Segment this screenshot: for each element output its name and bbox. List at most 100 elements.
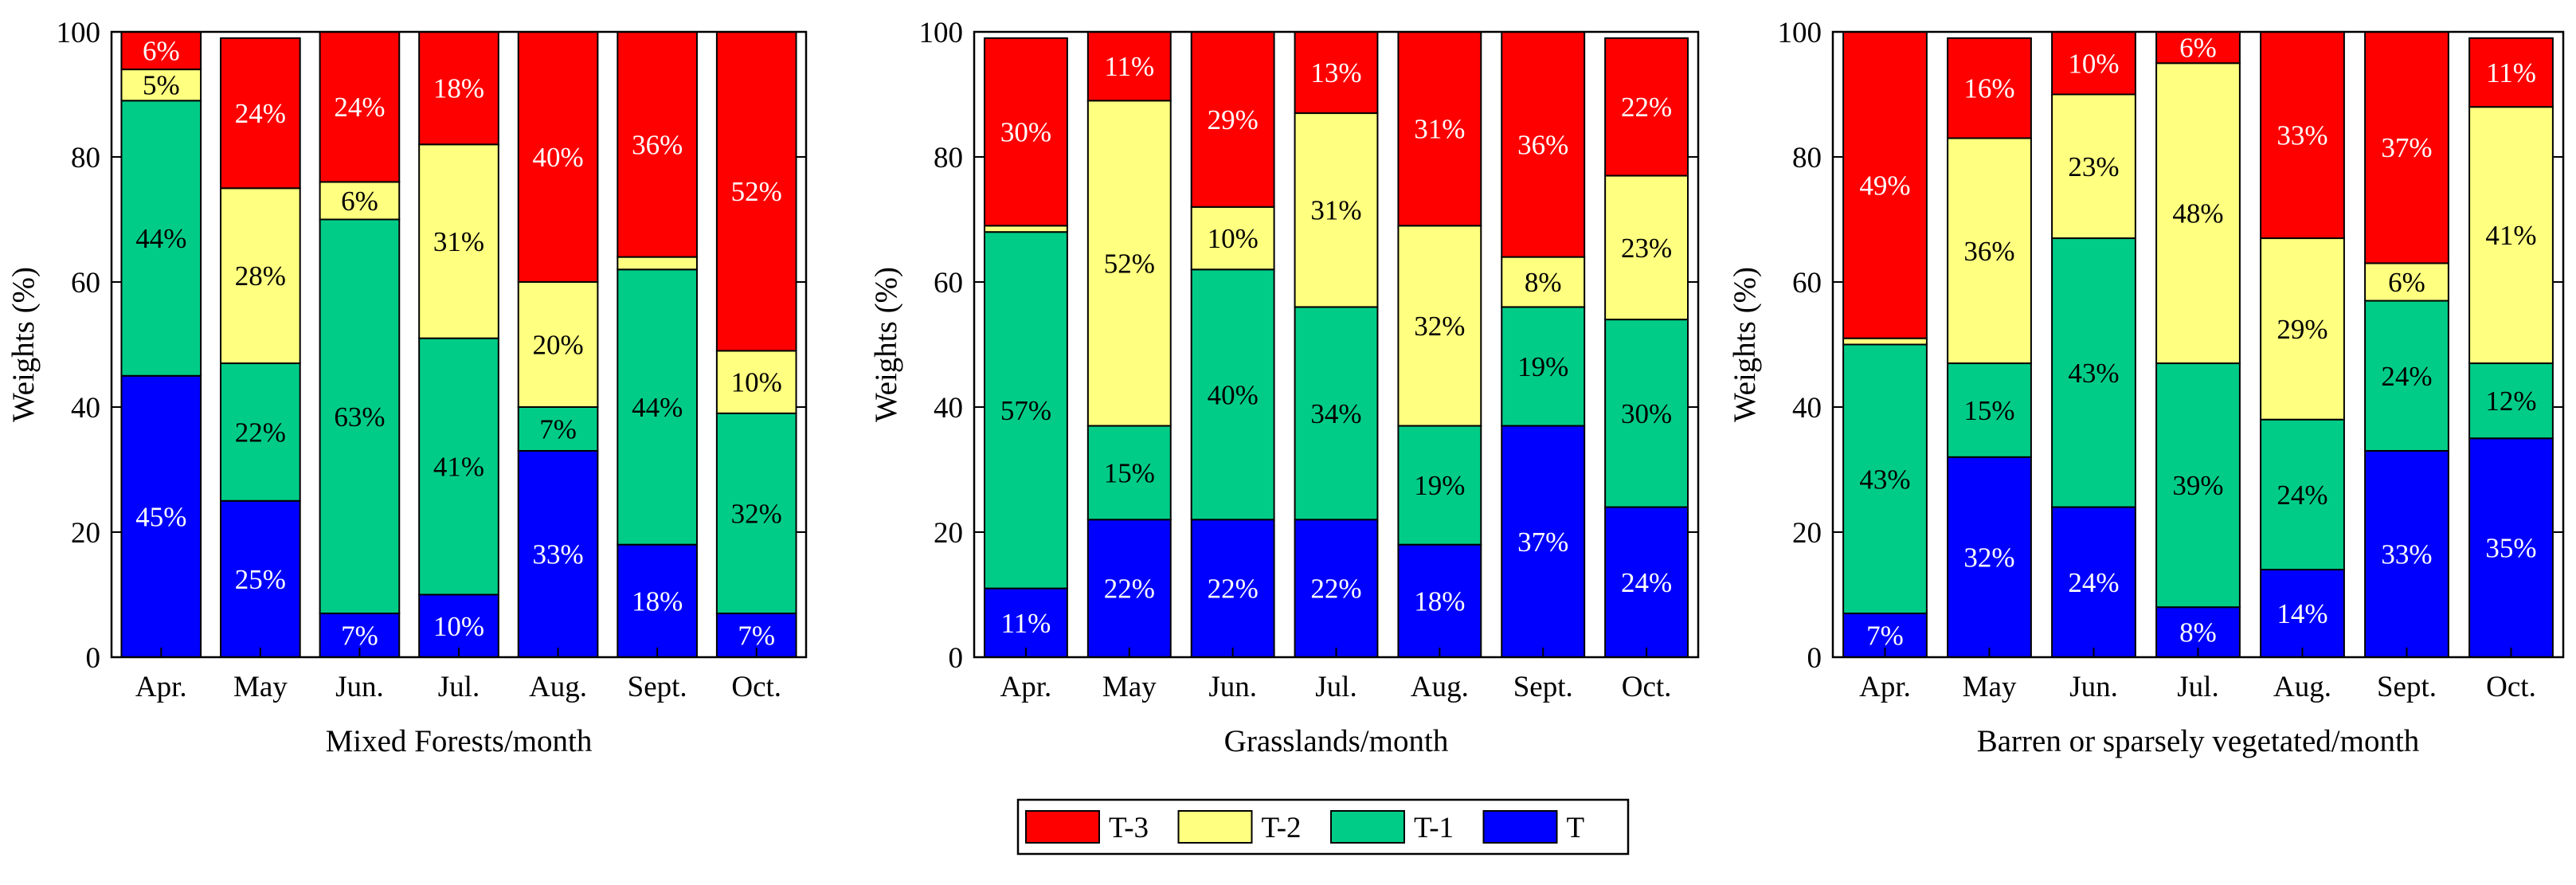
bar-segment-t-2 [617,256,698,271]
data-label-t-3: 6% [143,36,180,67]
bar-segment-t [120,374,202,658]
data-label-t-1: 12% [2485,386,2536,417]
data-label-t-3: 18% [433,73,484,104]
x-tick-label: May [1963,671,2017,703]
data-label-t-1: 19% [1414,470,1465,501]
data-label-t: 22% [1104,574,1155,605]
bar-segment-t-1 [1294,306,1379,521]
data-label-t-2: 5% [143,70,180,101]
bar-segment-t [1086,519,1172,658]
data-label-t: 32% [1963,542,2014,573]
data-label-t-3: 10% [2068,48,2119,79]
data-label-t-2: 48% [2172,198,2223,229]
bar-segment-t-2 [2260,237,2345,421]
bar-segment-t-3 [418,31,499,146]
plot-frame [1831,30,2565,659]
y-tick-label: 60 [934,267,963,300]
data-label-t-2: 20% [532,330,583,361]
bar-segment-t-3 [1842,31,1928,339]
bar-segment-t-3 [1190,31,1275,208]
bar-segment-t [1397,543,1482,659]
data-label-t-2: 31% [1310,195,1361,226]
bar-segment-t [2364,449,2449,658]
data-label-t: 22% [1310,574,1361,605]
bar-segment-t-1 [1604,319,1689,508]
bar-segment-t-3 [517,31,599,283]
data-label-t-3: 33% [2277,120,2327,151]
data-label-t: 45% [135,501,186,532]
data-label-t-3: 40% [532,142,583,173]
bar-segment-t-2 [418,143,499,339]
data-label-t-1: 40% [1208,379,1259,410]
bar-segment-t-2 [1086,100,1172,427]
bar-segment-t [418,593,499,658]
data-label-t-3: 11% [1104,51,1154,82]
x-axis-title: Mixed Forests/month [326,724,593,758]
y-tick-label: 80 [71,142,100,174]
data-label-t-1: 43% [1859,464,1910,495]
legend-label: T-1 [1414,812,1454,844]
data-label-t-3: 36% [1517,129,1568,160]
bar-segment-t-3 [220,37,301,190]
x-tick-label: Oct. [1622,671,1672,703]
y-tick-label: 20 [71,517,100,550]
data-label-t: 22% [1208,574,1259,605]
bar-segment-t-3 [715,31,797,352]
data-label-t-2: 23% [1621,233,1672,264]
bar-segment-t-2 [1294,112,1379,308]
data-label-t-1: 39% [2172,470,2223,501]
bar-segment-t [983,587,1068,659]
legend-swatch-t-3 [1025,810,1100,844]
bar-segment-t [2260,569,2345,658]
data-label-t-1: 44% [135,223,186,254]
x-tick-label: Oct. [2486,671,2536,703]
y-tick-label: 20 [934,517,963,550]
data-label-t-3: 37% [2381,132,2432,163]
x-tick-label: Jun. [2069,671,2118,703]
data-label-t-3: 16% [1963,73,2014,104]
bar-segment-t-1 [220,362,301,502]
data-label-t-1: 41% [433,452,484,483]
data-label-t: 35% [2485,533,2536,564]
data-label-t-1: 43% [2068,358,2119,389]
y-tick-label: 60 [1792,267,1822,300]
bar-segment-t-1 [1501,306,1586,427]
bar-segment-t-3 [1604,37,1689,177]
data-label-t-2: 52% [1104,248,1155,279]
bar-segment-t-2 [1190,206,1275,271]
data-label-t-2: 28% [235,260,286,292]
bar-segment-t-3 [983,37,1068,227]
x-tick-label: Jul. [2177,671,2218,703]
data-label-t: 24% [2068,567,2119,598]
data-label-t-3: 6% [2179,33,2217,64]
y-axis-title: Weights (%) [6,267,41,422]
bar-segment-t [1294,519,1379,658]
data-label-t-2: 6% [2388,267,2425,298]
bar-segment-t [517,449,599,658]
data-label-t-3: 13% [1310,57,1361,88]
bar-segment-t-1 [1842,343,1928,615]
bar-segment-t [617,543,698,659]
legend-label: T-2 [1262,812,1302,844]
data-label-t-1: 15% [1963,395,2014,426]
y-tick-label: 20 [1792,517,1822,550]
data-label-t-2: 6% [341,186,378,217]
bar-segment-t [2468,437,2554,658]
bar-segment-t-2 [1842,337,1928,346]
bar-segment-t-3 [319,31,401,183]
data-label-t-1: 24% [2381,361,2432,392]
data-label-t: 25% [235,564,286,595]
data-label-t-3: 11% [2486,57,2536,88]
data-label-t-2: 31% [433,226,484,257]
data-label-t: 7% [341,621,378,652]
x-tick-label: Jul. [438,671,480,703]
x-axis-title: Grasslands/month [1224,724,1449,758]
data-label-t-3: 49% [1859,170,1910,201]
x-tick-label: Jun. [1208,671,1257,703]
y-axis-title: Weights (%) [1728,267,1762,422]
y-axis-title: Weights (%) [869,267,903,422]
data-label-t-1: 30% [1621,398,1672,429]
bar-segment-t-1 [2260,418,2345,571]
y-tick-label: 80 [934,142,963,174]
x-tick-label: Apr. [1000,671,1052,703]
